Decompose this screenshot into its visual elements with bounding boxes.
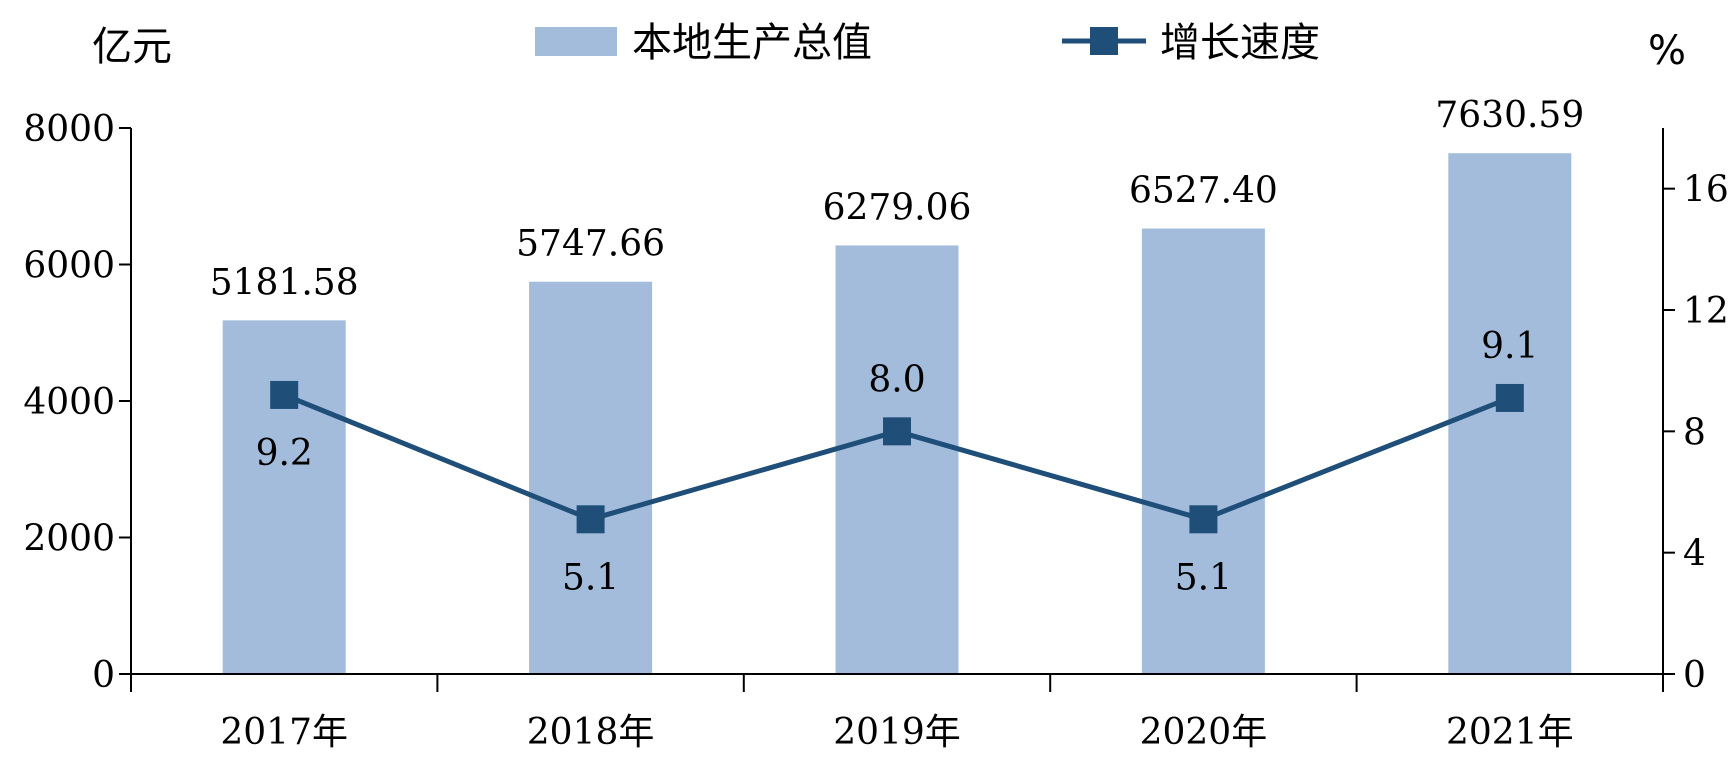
right-tick-label: 8 (1683, 412, 1706, 453)
legend: 本地生产总值 增长速度 (535, 20, 1320, 66)
bar-value-label: 5747.66 (516, 224, 665, 265)
left-tick-label: 2000 (23, 519, 115, 560)
axes: 0 2000 4000 6000 8000 0 4 8 12 16 2017年 2018年 2019年 2… (23, 109, 1728, 753)
bar-value-label: 5181.58 (210, 262, 359, 303)
line-series (270, 380, 1524, 534)
bar-value-label: 7630.59 (1435, 95, 1584, 136)
legend-swatch-bar (535, 27, 617, 56)
bar (835, 245, 959, 674)
growth-value-label: 9.2 (256, 433, 313, 474)
right-tick-label: 0 (1683, 655, 1706, 696)
legend-swatch-marker (1090, 27, 1118, 55)
left-tick-label: 4000 (23, 382, 115, 423)
growth-value-label: 8.0 (868, 359, 925, 400)
bar-value-label: 6279.06 (823, 187, 972, 228)
x-tick-label: 2017年 (220, 712, 348, 753)
right-axis-unit: % (1648, 28, 1686, 74)
left-axis-unit: 亿元 (92, 24, 172, 70)
left-tick-label: 6000 (23, 246, 115, 287)
growth-value-label: 5.1 (1175, 557, 1232, 598)
bar-series (222, 153, 1572, 675)
growth-value-label: 9.1 (1481, 326, 1538, 367)
data-labels: 5181.58 5747.66 6279.06 6527.40 7630.59 9.2 5.… (210, 95, 1584, 598)
x-tick-label: 2018年 (527, 712, 655, 753)
growth-marker (1189, 505, 1218, 534)
bar (222, 320, 346, 674)
right-tick-label: 12 (1683, 291, 1729, 332)
right-tick-label: 16 (1683, 170, 1729, 211)
growth-value-label: 5.1 (562, 557, 619, 598)
growth-marker (1495, 383, 1524, 412)
x-tick-label: 2021年 (1446, 712, 1574, 753)
right-tick-label: 4 (1683, 534, 1706, 575)
legend-label-bar: 本地生产总值 (632, 20, 872, 66)
bar-value-label: 6527.40 (1129, 171, 1278, 212)
left-tick-label: 8000 (23, 109, 115, 150)
growth-marker (576, 505, 605, 534)
left-tick-label: 0 (92, 655, 115, 696)
growth-marker (883, 417, 911, 446)
growth-marker (270, 380, 299, 409)
bar (529, 281, 653, 674)
x-tick-label: 2019年 (833, 712, 961, 753)
bar (1141, 228, 1265, 674)
x-tick-label: 2020年 (1140, 712, 1268, 753)
legend-label-line: 增长速度 (1160, 20, 1320, 66)
